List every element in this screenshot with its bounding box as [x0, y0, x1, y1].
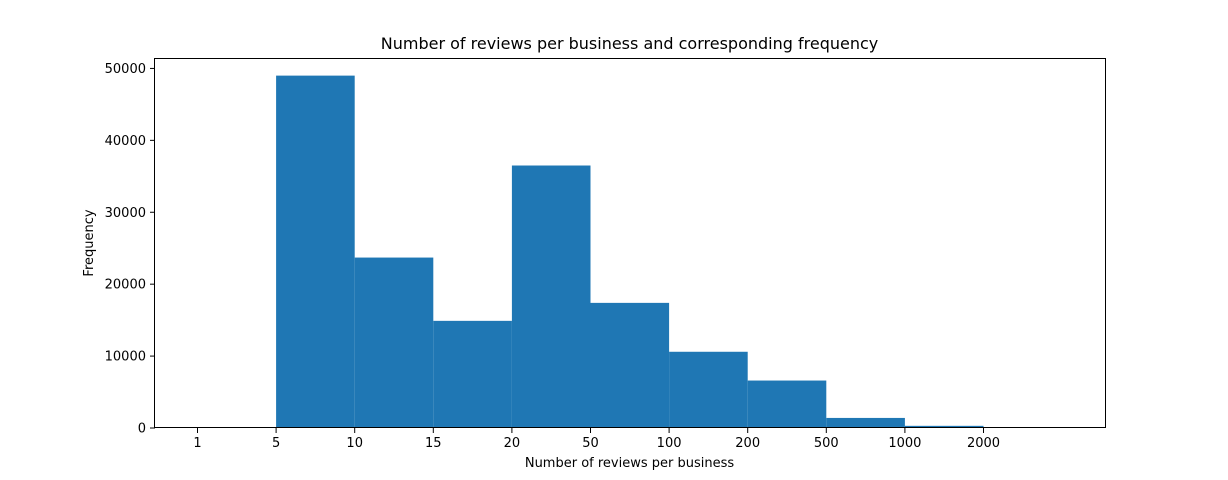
bar-1000-2000: [904, 425, 984, 428]
x-tick-label: 500: [814, 436, 839, 451]
bar-200-500: [747, 380, 827, 428]
y-tick-label: 0: [138, 422, 146, 437]
x-tick-label: 10: [346, 436, 363, 451]
y-tick-label: 40000: [105, 134, 146, 149]
plot-frame: [154, 58, 1106, 428]
bar-50-100: [590, 302, 670, 428]
x-axis-ticks: 1 5 10 15 20 50 100 200 500 1000 2000: [193, 428, 1000, 451]
chart-title: Number of reviews per business and corre…: [381, 34, 878, 53]
x-tick-label: 1000: [888, 436, 921, 451]
x-tick-label: 200: [735, 436, 760, 451]
y-tick-label: 30000: [105, 206, 146, 221]
y-tick-label: 20000: [105, 278, 146, 293]
x-tick-label: 50: [582, 436, 599, 451]
y-tick-label: 10000: [105, 350, 146, 365]
y-tick-label: 50000: [105, 62, 146, 77]
bar-15-20: [433, 320, 512, 428]
bar-100-200: [669, 351, 748, 428]
y-axis-ticks: 0 10000 20000 30000 40000 50000: [105, 62, 155, 437]
bar-500-1000: [826, 417, 905, 428]
x-tick-label: 15: [425, 436, 442, 451]
bar-10-15: [354, 257, 434, 428]
bars-group: [276, 75, 984, 429]
y-axis-label: Frequency: [82, 209, 97, 276]
x-tick-label: 5: [272, 436, 280, 451]
x-tick-label: 20: [504, 436, 521, 451]
bar-20-50: [511, 165, 591, 428]
bar-5-10: [276, 75, 355, 429]
x-tick-label: 2000: [967, 436, 1000, 451]
x-tick-label: 1: [193, 436, 201, 451]
x-tick-label: 100: [657, 436, 682, 451]
x-axis-label: Number of reviews per business: [525, 456, 735, 471]
